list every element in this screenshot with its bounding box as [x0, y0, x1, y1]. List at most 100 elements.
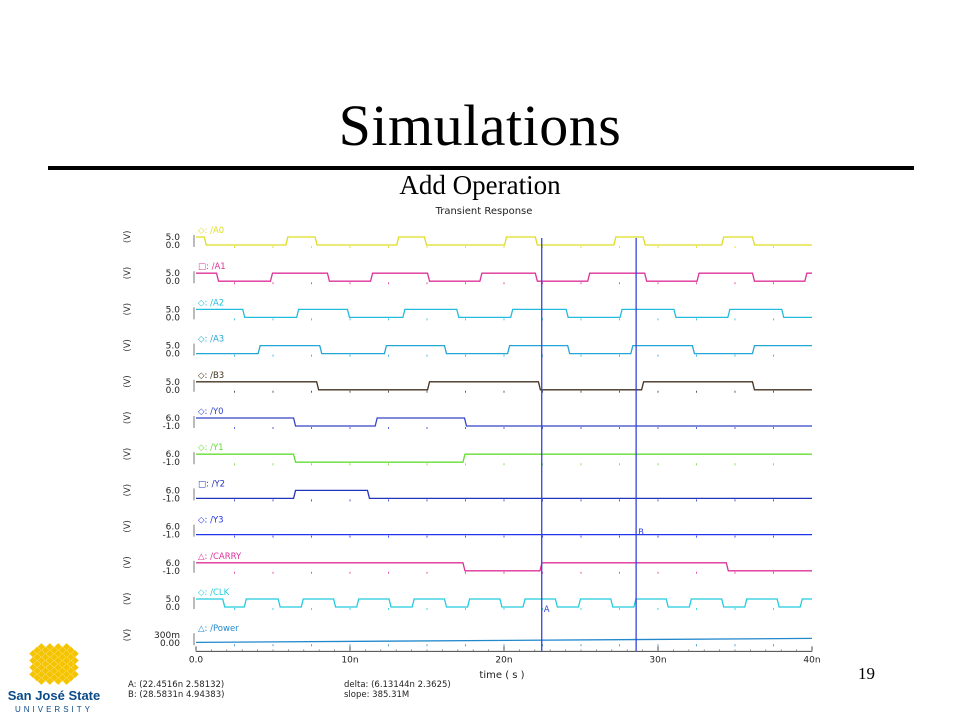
- signal-panel: (V) 5.00.0 ◇: /B3: [123, 371, 812, 396]
- signal-panel: (V) 6.0-1.0 ◇: /Y3: [123, 516, 812, 541]
- y-unit-label: (V): [123, 231, 133, 243]
- y-tick-label: 5.0: [166, 595, 181, 605]
- logo-square: [62, 670, 71, 679]
- logo-square: [46, 677, 54, 685]
- y-tick-label: 300m: [154, 631, 180, 641]
- logo-square: [71, 656, 79, 665]
- logo-square: [37, 649, 46, 658]
- legend-entry: ◇: /Y0: [198, 407, 224, 417]
- y-unit-label: (V): [123, 267, 133, 279]
- y-tick-label: 6.0: [166, 450, 181, 460]
- y-tick-label: 0.0: [166, 386, 181, 396]
- slide-title: Simulations: [338, 93, 622, 158]
- y-unit-label: (V): [123, 629, 133, 641]
- legend-entry: ◇: /A0: [198, 226, 224, 236]
- y-tick-label: 5.0: [166, 233, 181, 243]
- signal-trace: [196, 381, 812, 391]
- y-unit-label: (V): [123, 484, 133, 496]
- signal-trace: [196, 344, 812, 355]
- y-tick-label: 0.0: [166, 241, 181, 251]
- logo-square: [62, 656, 71, 665]
- x-tick-label: 40n: [803, 655, 820, 665]
- cursor-lines: AB: [541, 238, 644, 652]
- logo-square: [46, 663, 54, 672]
- signal-panel: (V) 5.00.0 □: /A1: [123, 262, 812, 287]
- waveform-panels: (V) 5.00.0◇: /A0(V) 5.00.0□: /A1(V) 5.00.0◇…: [123, 226, 813, 649]
- signal-panel: (V) 6.0-1.0 □: /Y2: [123, 479, 812, 504]
- logo-square: [54, 670, 62, 679]
- delta-readout: delta: (6.13144n 2.3625): [344, 680, 451, 690]
- signal-panel: (V) 6.0-1.0 △: /CARRY: [123, 552, 812, 577]
- y-tick-label: -1.0: [162, 531, 180, 541]
- cursor-label: A: [544, 605, 550, 615]
- signal-trace: [196, 453, 812, 463]
- signal-trace: [196, 562, 812, 572]
- logo-square: [37, 670, 46, 679]
- logo-square: [54, 663, 62, 672]
- cursor-label: B: [638, 528, 644, 538]
- y-unit-label: (V): [123, 520, 133, 532]
- y-unit-label: (V): [123, 556, 133, 568]
- signal-panel: (V) 5.00.0 ◇: /A3: [123, 335, 812, 360]
- y-tick-label: -1.0: [162, 494, 180, 504]
- logo-square: [29, 656, 37, 665]
- signal-panel: (V) 6.0-1.0 ◇: /Y1: [123, 443, 812, 468]
- signal-trace: [196, 417, 812, 427]
- chart-title: Transient Response: [435, 206, 533, 217]
- logo-square: [46, 643, 54, 651]
- logo-square: [46, 670, 54, 679]
- logo-square: [46, 656, 54, 665]
- logo-square: [62, 677, 71, 685]
- cursor-a-readout: A: (22.4516n 2.58132): [128, 680, 224, 690]
- logo-square: [54, 643, 62, 651]
- legend-entry: ◇: /B3: [198, 371, 224, 381]
- logo-square: [62, 663, 71, 672]
- y-tick-label: 6.0: [166, 523, 181, 533]
- y-tick-label: 6.0: [166, 414, 181, 424]
- university-logo: [29, 643, 79, 685]
- y-tick-label: 5.0: [166, 305, 181, 315]
- y-unit-label: (V): [123, 303, 133, 315]
- x-tick-label: 10n: [341, 655, 358, 665]
- page-number: 19: [858, 664, 875, 683]
- legend-entry: ◇: /A2: [198, 298, 224, 308]
- legend-entry: ◇: /Y3: [198, 516, 224, 526]
- logo-square: [54, 677, 62, 685]
- legend-entry: △: /CARRY: [198, 552, 242, 562]
- logo-square: [29, 663, 37, 672]
- signal-panel: (V) 5.00.0 ◇: /A2: [123, 298, 812, 323]
- logo-square: [29, 649, 37, 658]
- y-unit-label: (V): [123, 375, 133, 387]
- cursor-b-readout: B: (28.5831n 4.94383): [128, 690, 224, 700]
- legend-entry: □: /Y2: [198, 479, 225, 489]
- legend-entry: ◇: /CLK: [198, 588, 230, 598]
- y-unit-label: (V): [123, 593, 133, 605]
- legend-entry: △: /Power: [198, 624, 239, 634]
- logo-square: [71, 663, 79, 672]
- signal-panel: (V) 5.00.0 ◇: /CLK: [123, 588, 812, 613]
- title-divider: [48, 166, 914, 170]
- signal-trace: [196, 489, 812, 500]
- y-tick-label: 0.00: [160, 639, 180, 649]
- y-unit-label: (V): [123, 448, 133, 460]
- time-axis: 0.0 10n 20n 30n 40n: [189, 646, 821, 665]
- logo-square: [62, 643, 71, 651]
- logo-square: [46, 649, 54, 658]
- y-tick-label: 0.0: [166, 313, 181, 323]
- y-tick-label: -1.0: [162, 422, 180, 432]
- y-tick-label: 0.0: [166, 277, 181, 287]
- logo-square: [62, 649, 71, 658]
- logo-square: [71, 649, 79, 658]
- x-tick-label: 20n: [495, 655, 512, 665]
- logo-square: [37, 677, 46, 685]
- logo-square: [37, 663, 46, 672]
- y-unit-label: (V): [123, 412, 133, 424]
- logo-square: [54, 656, 62, 665]
- legend-entry: □: /A1: [198, 262, 226, 272]
- y-tick-label: -1.0: [162, 567, 180, 577]
- logo-subtitle: UNIVERSITY: [14, 705, 93, 714]
- logo-name: San José State: [7, 688, 101, 703]
- signal-trace: [196, 236, 812, 246]
- signal-trace: [196, 598, 812, 608]
- logo-diamond-icon: [29, 643, 79, 685]
